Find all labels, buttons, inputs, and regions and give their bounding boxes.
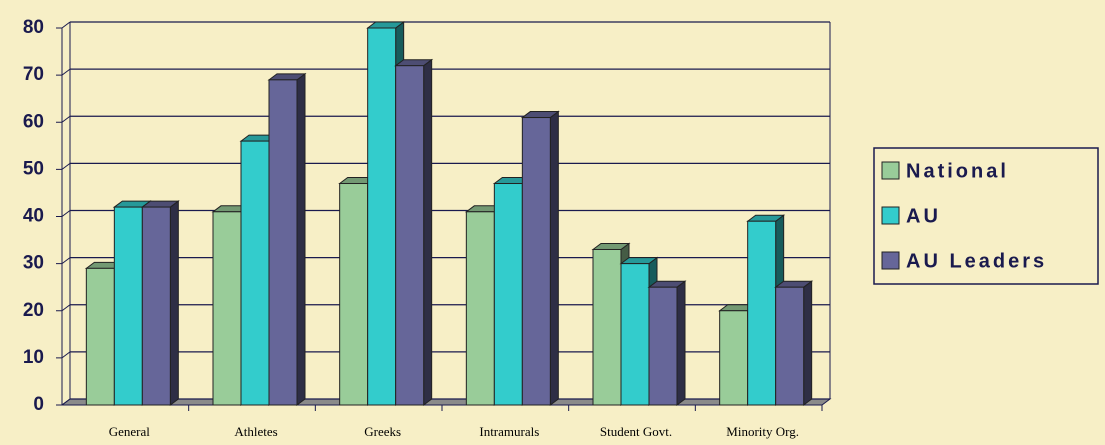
bar [747,220,777,406]
bar [719,310,749,406]
bar [268,79,298,406]
legend-label: AU Leaders [906,250,1047,272]
bar [521,117,551,406]
grid-line-side [61,257,71,265]
bar [85,267,115,406]
x-tick-label: Athletes [234,424,277,439]
grid-line-side [61,398,71,406]
y-tick-label: 20 [23,300,44,321]
legend-swatch [881,161,900,180]
legend-swatch [881,251,900,270]
bar-side [549,110,559,406]
x-tick-label: Greeks [364,424,401,439]
y-tick-label: 50 [23,158,44,179]
y-tick-label: 40 [23,206,44,227]
y-tick-label: 80 [23,17,44,38]
grid-line-side [61,68,71,76]
bar [775,286,805,406]
bar-side [803,280,813,406]
grid-line-side [61,304,71,312]
bar-side [423,58,433,406]
x-tick-label: Minority Org. [726,424,799,439]
bar [465,211,495,406]
x-tick-label: Intramurals [479,424,539,439]
bar [240,140,270,406]
bar [592,248,622,406]
grid-line-side [61,210,71,217]
x-tick-label: Student Govt. [600,424,672,439]
bar-side [169,200,179,406]
legend-swatch [881,206,900,225]
grid-line-side [61,21,71,29]
bar [620,263,650,406]
y-tick-label: 10 [23,347,44,368]
bar-side [296,72,306,406]
bar [395,65,425,406]
grid-line-side [61,162,71,170]
bar [113,206,143,406]
grid-line-side [61,115,71,123]
bar [212,211,242,406]
bar [493,183,523,406]
x-tick-label: General [109,424,151,439]
legend-label: AU [906,205,941,227]
grid-line-side [61,351,71,359]
y-tick-label: 60 [23,111,44,132]
y-tick-label: 30 [23,253,44,274]
bar [141,206,171,406]
legend-label: National [906,160,1009,182]
y-tick-label: 70 [23,64,44,85]
bar [339,183,369,406]
y-tick-label: 0 [33,394,44,415]
bar [367,27,397,406]
bar-side [676,280,686,406]
bar [648,286,678,406]
legend-box [873,147,1099,285]
